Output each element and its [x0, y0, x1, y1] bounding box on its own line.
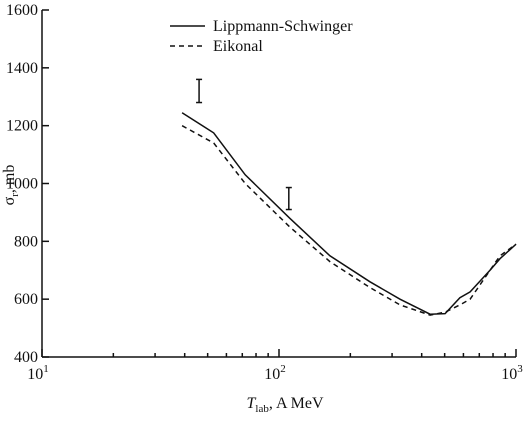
x-tick-base: 10 [501, 366, 517, 383]
x-axis-label: Tlab, A MeV [246, 395, 323, 415]
x-tick-label: 101 [27, 363, 49, 383]
y-tick-label: 600 [14, 291, 38, 308]
y-axis-label: σr, mb [1, 165, 21, 206]
x-label-unit: , A MeV [269, 395, 324, 412]
x-tick-exponent: 2 [280, 363, 286, 375]
x-tick-exponent: 1 [43, 363, 49, 375]
x-label-subscript: lab [255, 403, 269, 415]
y-tick-label: 1400 [6, 60, 38, 77]
y-tick-label: 800 [14, 233, 38, 250]
x-label-symbol: T [246, 395, 256, 412]
x-tick-base: 10 [264, 366, 280, 383]
y-label-unit: , mb [1, 165, 18, 193]
legend-label: Eikonal [213, 38, 263, 55]
y-label-subscript: r [9, 193, 21, 197]
y-label-symbol: σ [1, 196, 18, 205]
error-bar [285, 186, 292, 211]
series-line [181, 125, 517, 316]
y-tick-label: 1000 [6, 176, 38, 193]
x-tick-exponent: 3 [517, 363, 523, 375]
y-tick-label: 1600 [6, 2, 38, 19]
x-tick-base: 10 [27, 366, 43, 383]
x-tick-label: 103 [501, 363, 523, 383]
error-bar [196, 78, 203, 104]
x-tick-label: 102 [264, 363, 286, 383]
series-line [181, 112, 517, 315]
legend-label: Lippmann-Schwinger [213, 18, 353, 35]
y-tick-label: 400 [14, 349, 38, 366]
y-tick-label: 1200 [6, 118, 38, 135]
